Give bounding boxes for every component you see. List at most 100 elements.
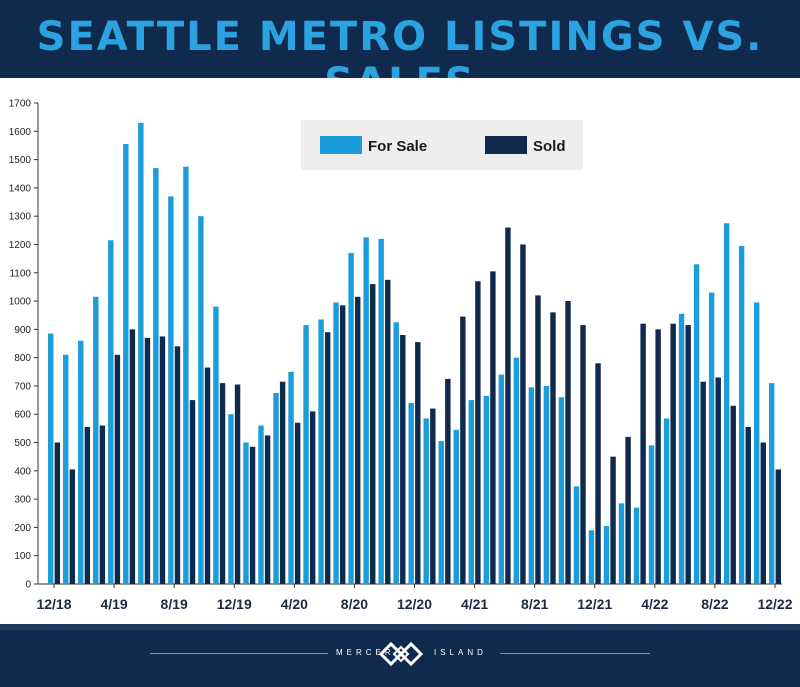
bar-for-sale [588, 530, 595, 584]
footer-rule-right [500, 653, 650, 654]
x-tick-label: 12/19 [217, 596, 252, 612]
bar-for-sale [408, 402, 414, 584]
bar-for-sale [243, 442, 249, 584]
bar-for-sale [123, 144, 129, 584]
y-tick-label: 300 [14, 495, 31, 506]
bar-sold [700, 381, 706, 584]
chart-panel: 0 100 200 300 400 500 600 700 800 900 1000 1100 1200… [0, 78, 800, 624]
bar-for-sale [78, 340, 84, 584]
y-tick-label: 400 [14, 466, 31, 477]
bar-for-sale [513, 357, 520, 584]
bar-sold [370, 284, 376, 584]
bar-sold [715, 377, 721, 584]
bar-sold [385, 279, 391, 584]
bar-sold [279, 381, 286, 584]
bar-sold [625, 436, 631, 584]
footer-rule-left [150, 653, 328, 654]
bar-for-sale [93, 296, 99, 584]
bar-for-sale [63, 354, 69, 584]
bar-for-sale [423, 418, 429, 584]
bar-for-sale [618, 503, 625, 584]
bar-sold [640, 323, 646, 584]
bar-sold [129, 329, 136, 584]
bar-for-sale [138, 122, 144, 584]
bar-for-sale [348, 252, 354, 585]
bar-for-sale [393, 322, 399, 584]
y-tick-label: 1700 [9, 99, 32, 110]
bar-for-sale [378, 238, 384, 584]
bar-for-sale [168, 196, 174, 584]
y-tick-label: 0 [25, 580, 31, 591]
y-tick-label: 700 [14, 381, 31, 392]
bar-sold [264, 435, 271, 584]
legend-swatch-for-sale [320, 136, 362, 154]
bar-sold [294, 422, 301, 584]
bar-for-sale [213, 306, 219, 584]
bar-sold [775, 469, 781, 584]
x-tick-label: 4/21 [461, 596, 488, 612]
bar-sold [114, 354, 121, 584]
bar-for-sale [48, 333, 54, 584]
bar-for-sale [753, 302, 760, 584]
legend-label-sold: Sold [533, 138, 566, 155]
bar-sold [400, 335, 406, 584]
footer-banner: MERCER ISLAND [0, 624, 800, 687]
bar-sold [204, 367, 211, 584]
bar-for-sale [183, 166, 189, 584]
bar-sold [249, 446, 256, 584]
y-tick-label: 1200 [9, 240, 32, 251]
bar-sold [309, 411, 316, 584]
bar-sold [189, 400, 196, 584]
bar-sold [460, 316, 466, 584]
x-tick-label: 8/21 [521, 596, 548, 612]
y-tick-label: 800 [14, 353, 31, 364]
bar-sold [760, 442, 766, 584]
bar-for-sale [543, 385, 550, 584]
bar-sold [655, 329, 661, 584]
bar-for-sale [288, 371, 294, 584]
bar-for-sale [483, 395, 489, 584]
bar-sold [685, 325, 691, 584]
header-banner: SEATTLE METRO LISTINGS VS. SALES [0, 0, 800, 106]
bar-for-sale [438, 441, 444, 584]
x-tick-label: 12/21 [577, 596, 612, 612]
bar-sold [610, 456, 616, 584]
bar-sold [234, 384, 241, 584]
bar-sold [565, 301, 571, 584]
bar-sold [415, 342, 421, 584]
bar-for-sale [108, 240, 114, 584]
bar-for-sale [198, 216, 204, 585]
y-tick-label: 1300 [9, 212, 32, 223]
bar-for-sale [273, 393, 279, 584]
bar-sold [580, 325, 586, 584]
bar-sold [490, 271, 496, 584]
y-tick-label: 900 [14, 325, 31, 336]
y-tick-label: 200 [14, 523, 31, 534]
bar-sold [159, 336, 166, 584]
bar-for-sale [528, 387, 535, 584]
brand-text-left: MERCER [336, 648, 395, 657]
bar-for-sale [663, 418, 670, 584]
bar-for-sale [333, 302, 339, 584]
bar-sold [324, 332, 331, 584]
bar-for-sale [558, 397, 565, 584]
bar-sold [54, 442, 61, 584]
bar-for-sale [693, 264, 700, 584]
bar-for-sale [303, 325, 309, 584]
bar-for-sale [633, 507, 640, 584]
bar-sold [445, 378, 451, 584]
bar-sold [99, 425, 106, 584]
bar-sold [84, 426, 91, 584]
bar-sold [745, 426, 751, 584]
bar-for-sale [318, 319, 324, 584]
bar-sold [69, 469, 76, 584]
bar-for-sale [768, 383, 775, 584]
legend-label-for-sale: For Sale [368, 138, 427, 155]
x-tick-label: 8/22 [701, 596, 728, 612]
bar-for-sale [153, 168, 159, 584]
brand-text-right: ISLAND [434, 648, 487, 657]
bar-sold [430, 408, 436, 584]
footer-band [0, 624, 800, 630]
bar-sold [219, 383, 226, 584]
bar-for-sale [498, 374, 505, 584]
